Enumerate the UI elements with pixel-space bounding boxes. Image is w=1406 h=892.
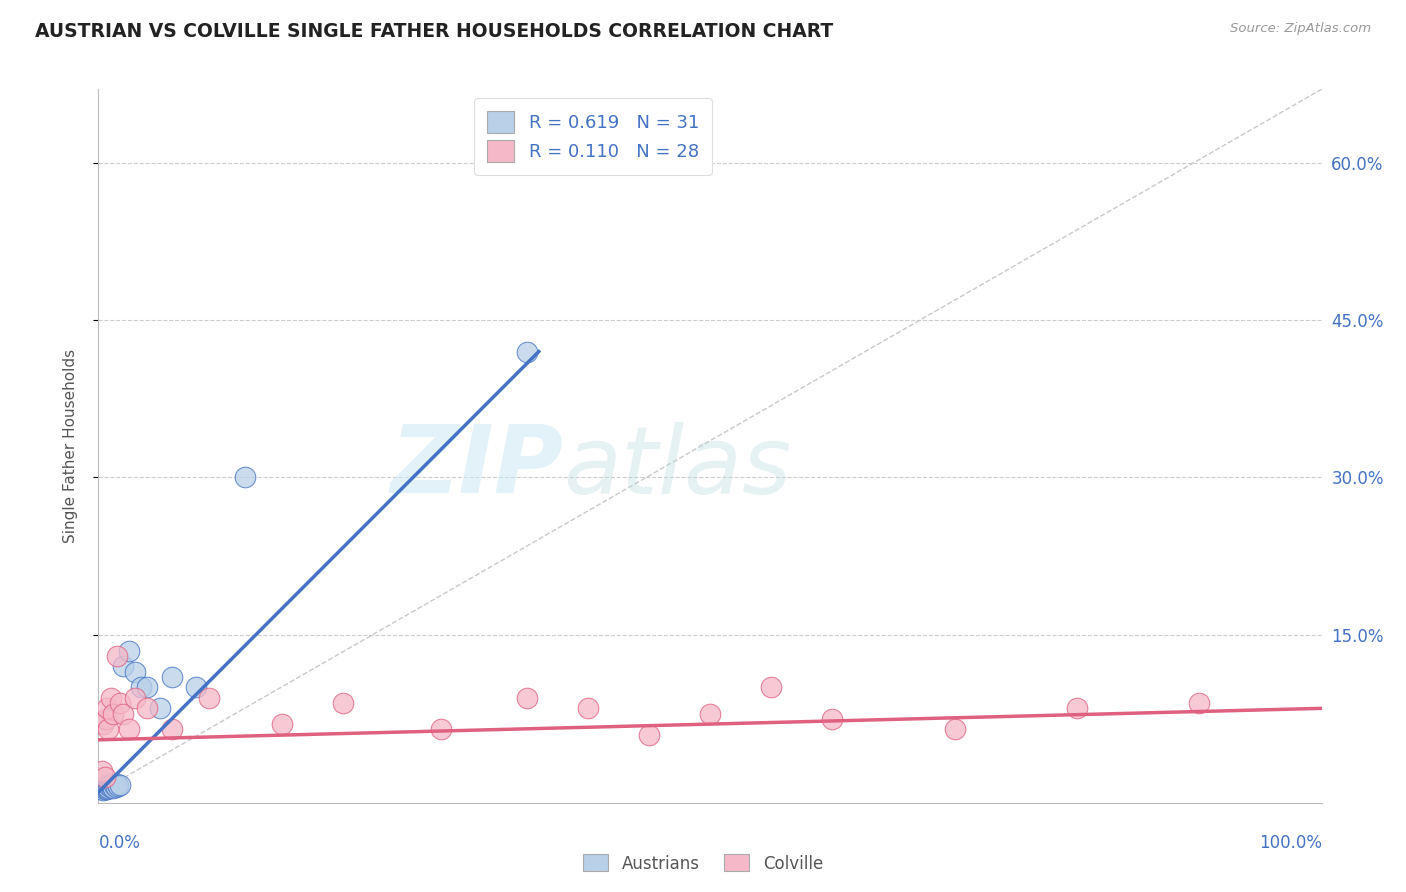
Point [93, 770, 115, 784]
Point [110, 696, 132, 710]
Text: ZIP: ZIP [391, 421, 564, 514]
Point [91, 780, 114, 794]
Point [197, 690, 219, 705]
Point [94, 781, 117, 796]
Point [100, 780, 122, 794]
Point [97, 723, 120, 737]
Point [93, 779, 115, 793]
Legend: Austrians, Colville: Austrians, Colville [576, 847, 830, 880]
Point [118, 643, 141, 657]
Point [124, 690, 146, 705]
Text: 100.0%: 100.0% [1258, 834, 1322, 852]
Y-axis label: Single Father Households: Single Father Households [63, 349, 77, 543]
Point [91, 717, 114, 731]
Point [97, 781, 120, 796]
Point [94, 712, 117, 726]
Point [100, 777, 122, 791]
Point [1066, 701, 1088, 715]
Point [90, 782, 112, 797]
Point [111, 706, 134, 721]
Text: AUSTRIAN VS COLVILLE SINGLE FATHER HOUSEHOLDS CORRELATION CHART: AUSTRIAN VS COLVILLE SINGLE FATHER HOUSE… [35, 22, 834, 41]
Point [149, 701, 172, 715]
Point [91, 783, 114, 797]
Point [103, 778, 125, 792]
Point [821, 712, 844, 726]
Point [110, 778, 132, 792]
Point [1188, 696, 1211, 710]
Point [136, 701, 159, 715]
Point [129, 681, 152, 695]
Text: atlas: atlas [564, 422, 792, 513]
Point [270, 717, 294, 731]
Point [104, 780, 127, 794]
Point [96, 780, 118, 794]
Point [101, 781, 124, 796]
Point [111, 659, 134, 673]
Point [94, 778, 117, 792]
Point [91, 764, 114, 779]
Legend: R = 0.619   N = 31, R = 0.110   N = 28: R = 0.619 N = 31, R = 0.110 N = 28 [474, 98, 711, 175]
Point [515, 690, 537, 705]
Point [107, 779, 129, 793]
Point [93, 782, 115, 797]
Point [105, 777, 128, 791]
Point [160, 670, 183, 684]
Point [118, 723, 141, 737]
Point [105, 648, 128, 663]
Point [101, 706, 124, 721]
Text: Source: ZipAtlas.com: Source: ZipAtlas.com [1230, 22, 1371, 36]
Point [96, 701, 118, 715]
Point [233, 470, 256, 484]
Point [136, 681, 159, 695]
Point [124, 665, 146, 679]
Point [98, 779, 121, 793]
Point [430, 723, 453, 737]
Point [160, 723, 183, 737]
Text: 0.0%: 0.0% [98, 834, 141, 852]
Point [761, 681, 783, 695]
Point [576, 701, 599, 715]
Point [186, 681, 208, 695]
Point [699, 706, 721, 721]
Point [332, 696, 354, 710]
Point [96, 782, 118, 797]
Point [100, 690, 122, 705]
Point [91, 781, 114, 796]
Point [101, 779, 124, 793]
Point [515, 344, 537, 359]
Point [638, 728, 661, 742]
Point [943, 723, 966, 737]
